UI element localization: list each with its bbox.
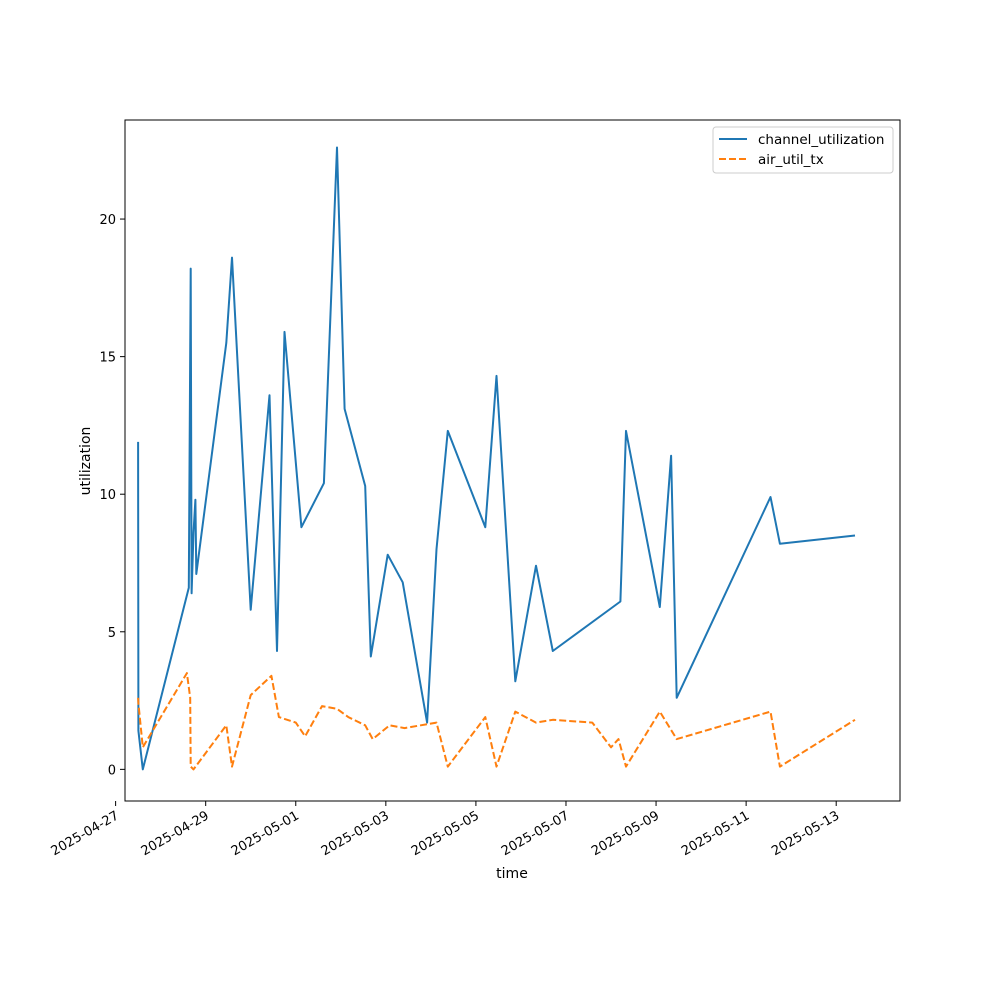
y-tick-label: 20 [99,213,116,228]
legend-label-air_util_tx: air_util_tx [758,152,824,168]
y-axis: 0 5 10 15 20 [99,213,125,778]
series-line-channel_utilization [137,146,856,771]
y-tick-label: 10 [99,488,116,503]
legend-box [712,126,894,174]
legend: channel_utilization air_util_tx [712,126,894,174]
series-layer [137,146,856,771]
y-tick-label: 15 [99,351,116,366]
legend-label-channel_utilization: channel_utilization [758,132,885,148]
y-tick-label: 0 [108,763,116,778]
y-axis-label: utilization [78,427,94,496]
x-axis-label: time [496,866,528,882]
y-tick-label: 5 [108,626,116,641]
plot-frame [124,119,901,802]
series-line-air_util_tx [137,672,856,771]
